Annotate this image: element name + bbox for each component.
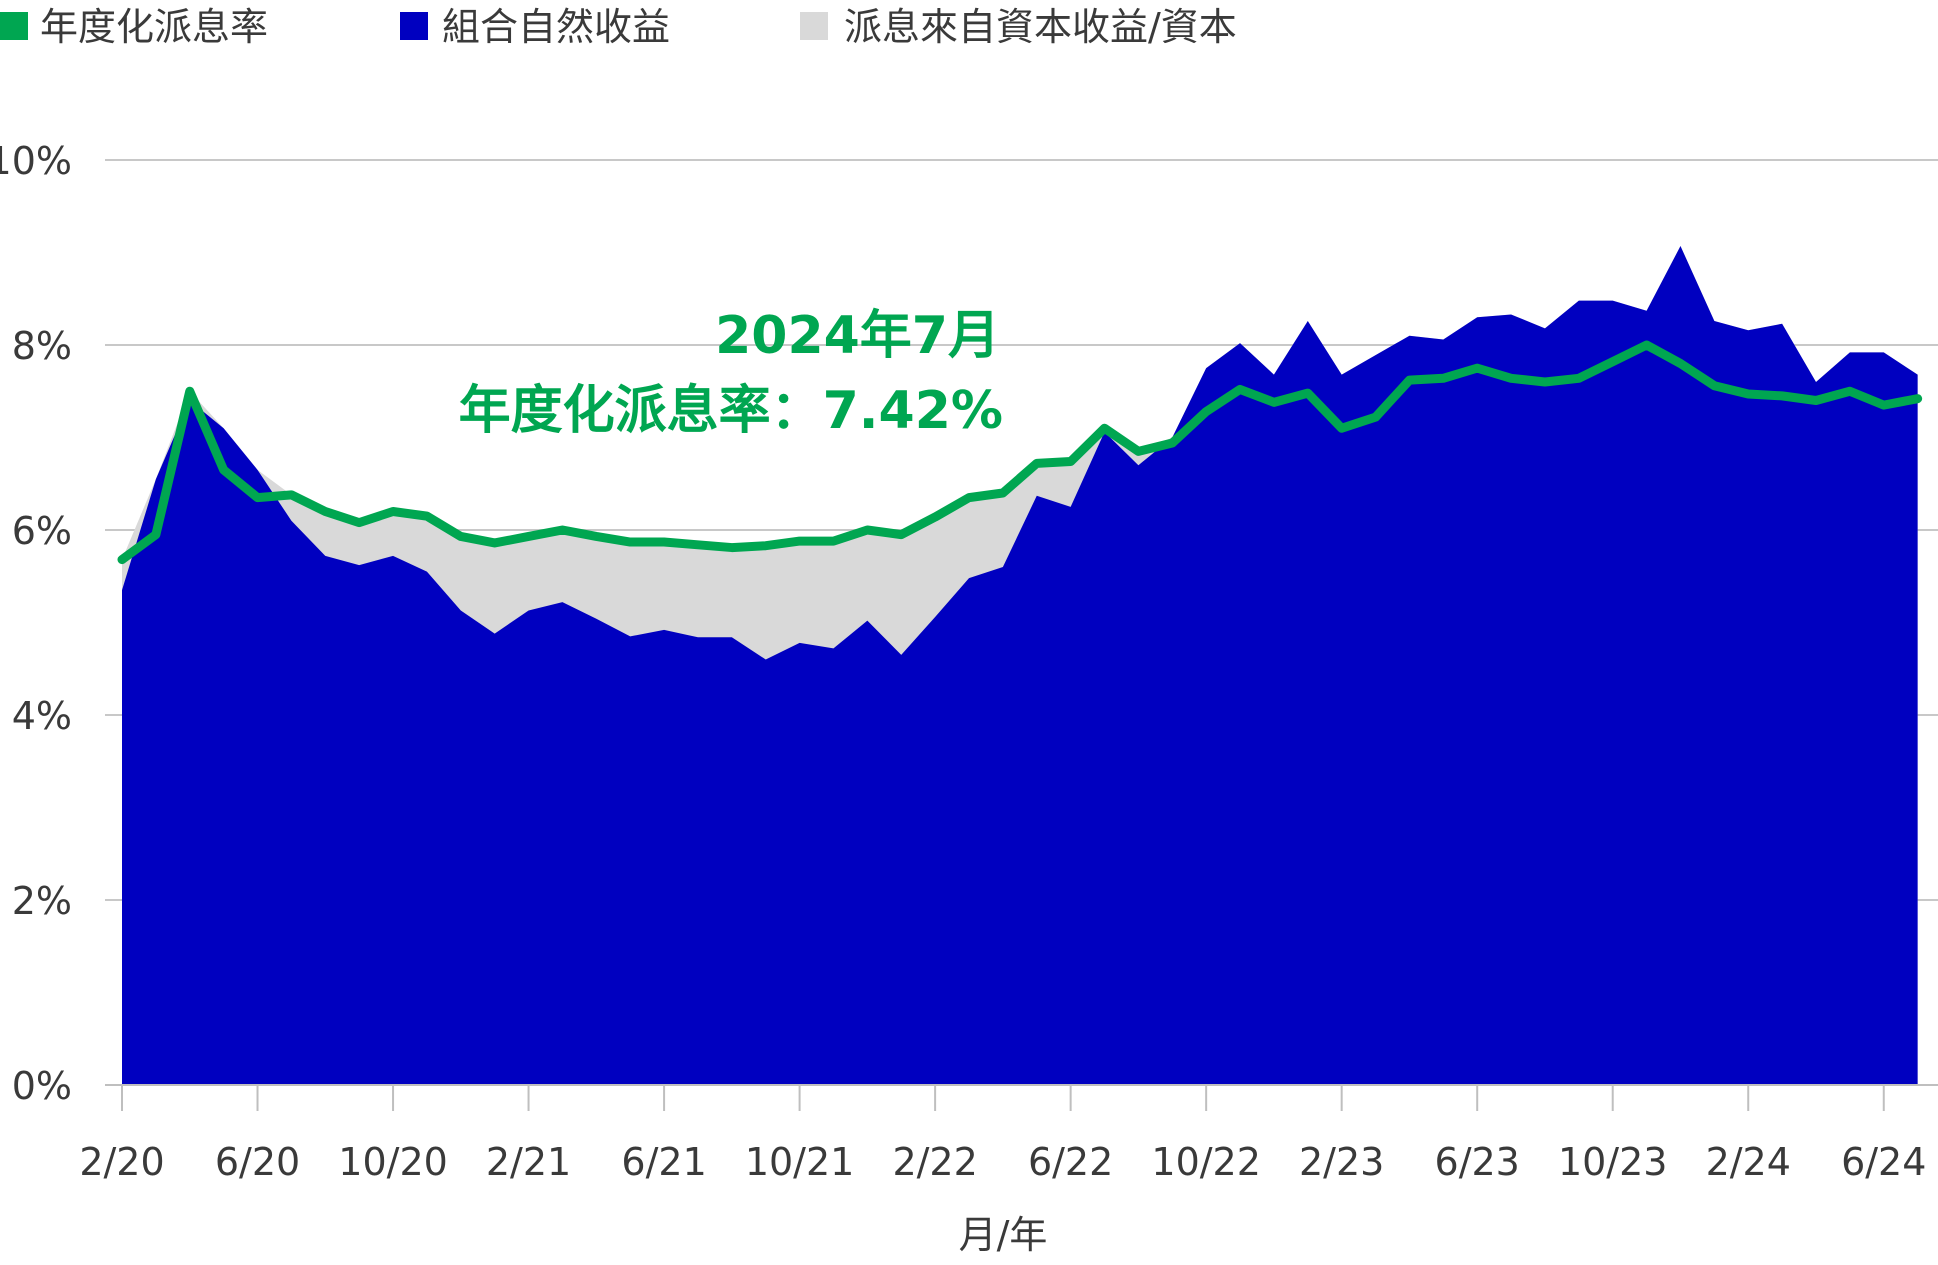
legend-item-capital: 派息來自資本收益/資本 — [800, 5, 1237, 49]
x-tick-label: 2/23 — [1299, 1140, 1384, 1184]
x-tick-label: 6/22 — [1028, 1140, 1113, 1184]
x-tick-label: 6/24 — [1841, 1140, 1926, 1184]
legend-label-dividend-rate: 年度化派息率 — [40, 5, 268, 49]
x-axis-title: 月/年 — [959, 1213, 1048, 1257]
y-tick-label: 2% — [12, 879, 72, 923]
legend-label-capital: 派息來自資本收益/資本 — [844, 5, 1237, 49]
x-tick-label: 10/23 — [1558, 1140, 1668, 1184]
y-tick-label: 4% — [12, 694, 72, 738]
x-tick-label: 10/20 — [338, 1140, 448, 1184]
legend-swatch-dividend-rate — [0, 12, 28, 40]
plot-area — [117, 246, 1923, 1085]
y-axis-ticks: 0% 2% 4% 6% 8% 10% — [0, 139, 72, 1108]
x-tick-label: 2/24 — [1706, 1140, 1791, 1184]
x-tick-label: 10/21 — [745, 1140, 855, 1184]
x-tick-label: 2/21 — [486, 1140, 571, 1184]
y-tick-label: 6% — [12, 509, 72, 553]
natural-income-area — [122, 246, 1918, 1085]
annotation-date: 2024年7月 — [715, 306, 1000, 366]
legend-item-natural-income: 組合自然收益 — [400, 5, 670, 49]
annotation-rate: 年度化派息率：7.42% — [459, 381, 1003, 441]
y-tick-label: 0% — [12, 1064, 72, 1108]
legend-swatch-capital — [800, 12, 828, 40]
x-tick-label: 6/23 — [1435, 1140, 1520, 1184]
legend-swatch-natural-income — [400, 12, 428, 40]
legend: 年度化派息率 組合自然收益 派息來自資本收益/資本 — [0, 5, 1237, 49]
annotation: 2024年7月 年度化派息率：7.42% — [459, 306, 1003, 441]
x-tick-label: 6/20 — [215, 1140, 300, 1184]
x-tick-label: 2/20 — [79, 1140, 164, 1184]
legend-item-dividend-rate: 年度化派息率 — [0, 5, 268, 49]
legend-label-natural-income: 組合自然收益 — [442, 5, 670, 49]
dividend-rate-line — [117, 340, 1923, 565]
x-axis-ticks: 2/20 6/20 10/20 2/21 6/21 10/21 2/22 6/22 10/22 2… — [79, 1085, 1926, 1184]
y-tick-label: 8% — [12, 324, 72, 368]
y-tick-label: 10% — [0, 139, 72, 183]
x-tick-label: 10/22 — [1151, 1140, 1261, 1184]
x-tick-label: 6/21 — [621, 1140, 706, 1184]
x-tick-label: 2/22 — [892, 1140, 977, 1184]
